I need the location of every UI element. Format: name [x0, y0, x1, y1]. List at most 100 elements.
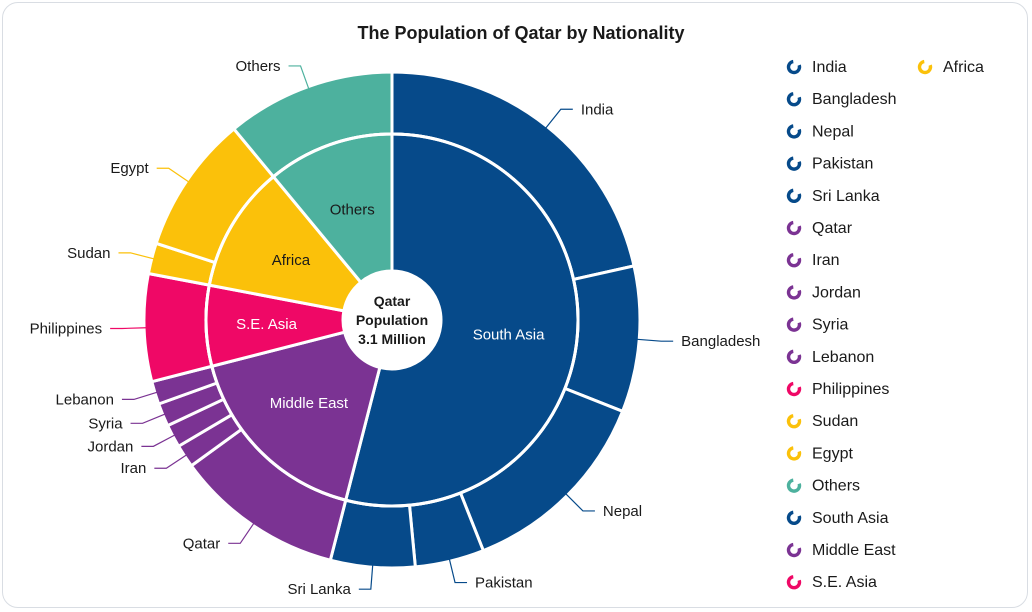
outer-label-philippines: Philippines — [30, 320, 103, 337]
legend-label: Jordan — [812, 284, 861, 301]
ring-divider — [204, 132, 580, 508]
legend-label: Syria — [812, 317, 849, 334]
leader-line-iran — [154, 454, 187, 469]
legend-marker-icon — [786, 349, 802, 364]
inner-label-s-e-asia: S.E. Asia — [236, 316, 298, 333]
legend-item-jordan[interactable]: Jordan — [786, 284, 861, 301]
leader-line-egypt — [156, 167, 189, 183]
legend-item-iran[interactable]: Iran — [786, 252, 840, 269]
leader-line-qatar — [228, 523, 255, 544]
legend-label: Qatar — [812, 220, 853, 237]
legend-marker-icon — [786, 59, 802, 75]
legend-marker-icon — [786, 285, 802, 300]
legend-item-south-asia[interactable]: South Asia — [786, 510, 889, 527]
leader-line-syria — [130, 413, 165, 424]
legend-marker-icon — [786, 220, 802, 236]
legend-item-sudan[interactable]: Sudan — [786, 413, 858, 430]
outer-ring-labels: India Bangladesh Nepal Pakistan Sri Lanka Qat… — [30, 58, 761, 598]
outer-label-others: Others — [236, 58, 281, 75]
legend-label: Pakistan — [812, 156, 873, 173]
inner-label-others: Others — [330, 201, 375, 218]
leader-line-philippines — [110, 327, 147, 330]
legend-item-syria[interactable]: Syria — [786, 317, 849, 334]
leader-line-india — [545, 108, 573, 129]
leader-line-bangladesh — [637, 338, 674, 342]
legend-item-bangladesh[interactable]: Bangladesh — [786, 91, 897, 108]
leader-line-nepal — [565, 493, 595, 512]
legend-marker-icon — [786, 156, 802, 171]
legend-item-india[interactable]: India — [786, 59, 847, 76]
legend-marker-icon — [786, 317, 802, 332]
legend-label: India — [812, 59, 847, 76]
legend-marker-icon — [786, 188, 802, 204]
legend-marker-icon — [786, 253, 802, 268]
outer-label-sudan: Sudan — [67, 245, 110, 262]
legend-item-s-e-asia[interactable]: S.E. Asia — [786, 574, 877, 591]
leader-line-sudan — [118, 252, 154, 260]
legend-marker-icon — [786, 542, 802, 558]
legend-marker-icon — [786, 478, 802, 493]
legend-label: Sudan — [812, 413, 858, 430]
legend-marker-icon — [786, 446, 802, 461]
legend-label: Nepal — [812, 123, 854, 140]
legend-marker-icon — [786, 91, 802, 107]
inner-label-middle-east: Middle East — [270, 395, 349, 412]
legend-marker-icon — [786, 381, 802, 397]
legend-item-middle-east[interactable]: Middle East — [786, 542, 896, 559]
outer-label-lebanon: Lebanon — [56, 391, 114, 408]
center-label: Qatar Population 3.1 Million — [356, 293, 428, 347]
center-label-line: Qatar — [374, 293, 411, 309]
legend-label: S.E. Asia — [812, 574, 877, 591]
legend: India Bangladesh Nepal Pakistan Sri Lanka Qat… — [786, 59, 984, 591]
legend-label: Sri Lanka — [812, 188, 880, 205]
inner-ring-labels: South Asia Middle East S.E. Asia Africa Othe… — [236, 201, 545, 412]
legend-item-qatar[interactable]: Qatar — [786, 220, 853, 237]
chart-title: The Population of Qatar by Nationality — [357, 23, 684, 43]
outer-label-qatar: Qatar — [183, 535, 221, 552]
outer-label-iran: Iran — [120, 460, 146, 477]
leader-line-jordan — [141, 434, 175, 447]
legend-item-others[interactable]: Others — [786, 478, 860, 495]
legend-item-philippines[interactable]: Philippines — [786, 381, 889, 398]
outer-label-bangladesh: Bangladesh — [681, 333, 760, 350]
legend-label: South Asia — [812, 510, 889, 527]
legend-label: Egypt — [812, 445, 853, 462]
outer-label-india: India — [581, 101, 614, 118]
legend-label: Bangladesh — [812, 91, 897, 108]
inner-label-africa: Africa — [272, 252, 311, 269]
legend-marker-icon — [786, 414, 802, 429]
outer-ring — [142, 70, 642, 570]
outer-label-pakistan: Pakistan — [475, 575, 533, 592]
outer-label-sri-lanka: Sri Lanka — [287, 581, 351, 598]
outer-slice-philippines — [142, 271, 214, 384]
legend-item-africa[interactable]: Africa — [917, 59, 984, 76]
leader-line-sri-lanka — [358, 565, 374, 590]
legend-label: Philippines — [812, 381, 889, 398]
legend-label: Others — [812, 478, 860, 495]
legend-item-sri-lanka[interactable]: Sri Lanka — [786, 188, 880, 205]
leader-line-pakistan — [448, 559, 468, 584]
leader-line-lebanon — [121, 391, 158, 400]
legend-label: Africa — [943, 59, 984, 76]
center-label-line: Population — [356, 312, 428, 328]
legend-marker-icon — [786, 124, 802, 139]
legend-item-nepal[interactable]: Nepal — [786, 123, 854, 140]
inner-label-south-asia: South Asia — [473, 327, 545, 344]
legend-label: Lebanon — [812, 349, 874, 366]
legend-item-pakistan[interactable]: Pakistan — [786, 156, 873, 173]
legend-marker-icon — [786, 510, 802, 525]
outer-label-egypt: Egypt — [110, 160, 149, 177]
center-label-line: 3.1 Million — [358, 331, 426, 347]
legend-label: Middle East — [812, 542, 896, 559]
outer-label-nepal: Nepal — [603, 503, 642, 520]
legend-item-egypt[interactable]: Egypt — [786, 445, 854, 462]
leader-line-others — [288, 65, 310, 89]
legend-marker-icon — [786, 575, 802, 590]
legend-marker-icon — [917, 59, 933, 75]
center-hole — [343, 271, 441, 369]
outer-label-syria: Syria — [88, 415, 123, 432]
legend-item-lebanon[interactable]: Lebanon — [786, 349, 874, 366]
legend-label: Iran — [812, 252, 840, 269]
outer-label-jordan: Jordan — [88, 438, 134, 455]
